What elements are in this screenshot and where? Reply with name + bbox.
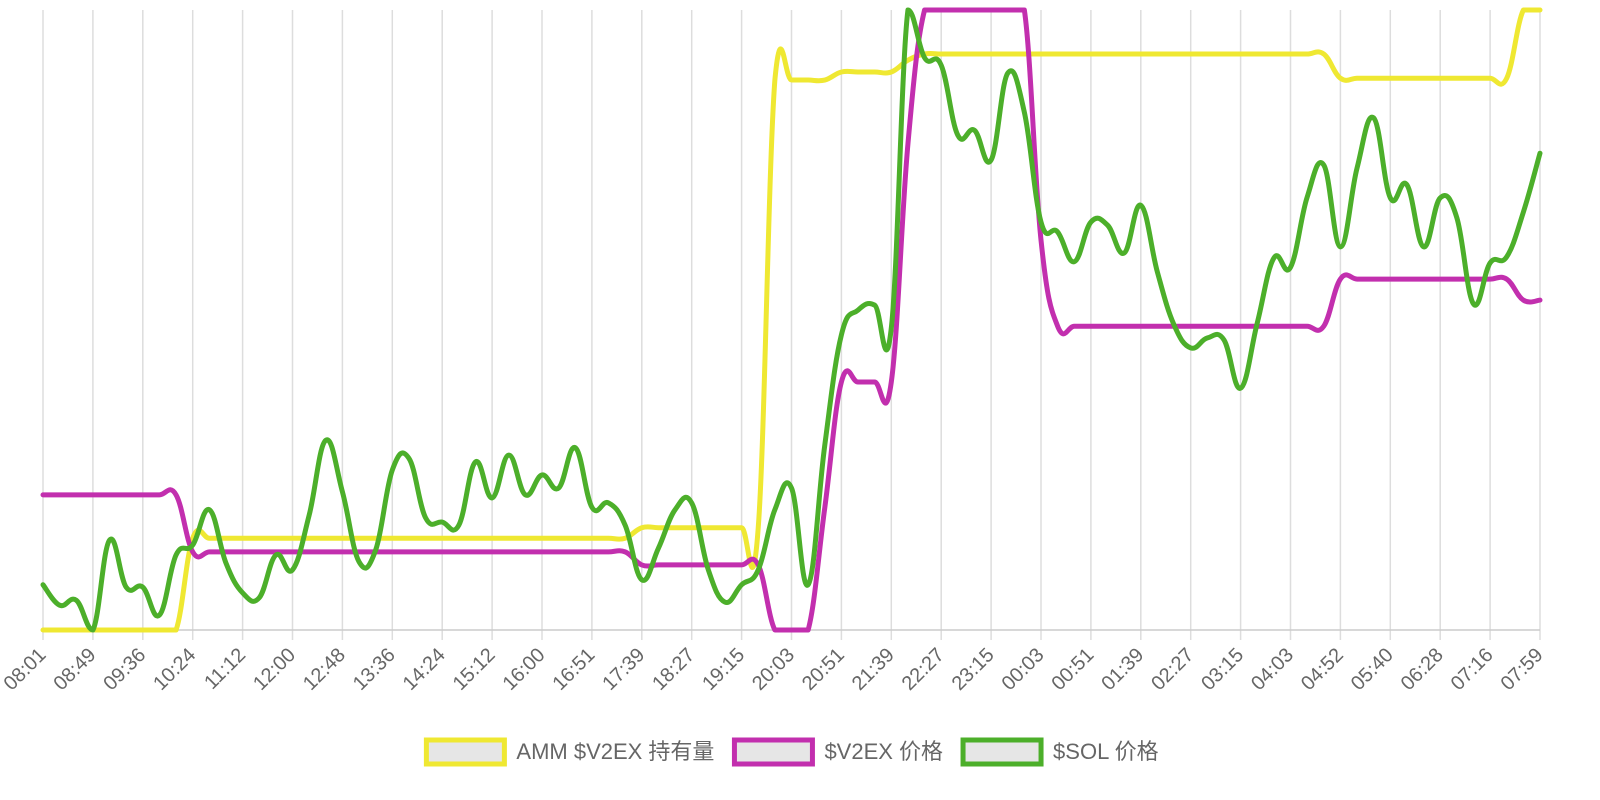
x-tick-label: 12:48 (299, 644, 350, 695)
x-tick-label: 19:15 (698, 644, 749, 695)
x-tick-label: 07:59 (1497, 644, 1548, 695)
x-tick-label: 13:36 (349, 644, 400, 695)
x-tick-label: 01:39 (1097, 644, 1148, 695)
legend: AMM $V2EX 持有量 $V2EX 价格 $SOL 价格 (423, 737, 1159, 767)
x-tick-label: 04:03 (1247, 644, 1298, 695)
legend-label: AMM $V2EX 持有量 (516, 739, 714, 764)
series-line (40, 7, 1543, 633)
x-tick-label: 03:15 (1197, 644, 1248, 695)
x-tick-label: 16:51 (548, 644, 599, 695)
x-tick-label: 02:27 (1147, 644, 1198, 695)
x-tick-label: 21:39 (848, 644, 899, 695)
legend-swatch (731, 737, 815, 767)
x-tick-label: 00:03 (998, 644, 1049, 695)
x-tick-label: 17:39 (598, 644, 649, 695)
legend-swatch (960, 737, 1044, 767)
legend-swatch (423, 737, 507, 767)
x-tick-label: 12:00 (249, 644, 300, 695)
x-tick-label: 14:24 (399, 644, 450, 695)
legend-label: $SOL 价格 (1053, 739, 1159, 764)
x-tick-label: 20:03 (748, 644, 799, 695)
x-tick-label: 04:52 (1297, 644, 1348, 695)
x-tick-label: 15:12 (449, 644, 500, 695)
x-tick-label: 10:24 (149, 644, 200, 695)
x-tick-label: 22:27 (898, 644, 949, 695)
x-tick-label: 07:16 (1447, 644, 1498, 695)
series-line (40, 7, 1543, 633)
x-tick-label: 11:12 (200, 644, 250, 694)
x-tick-label: 18:27 (648, 644, 699, 695)
x-tick-label: 05:40 (1347, 644, 1398, 695)
x-tick-label: 00:51 (1047, 644, 1098, 695)
legend-label: $V2EX 价格 (824, 739, 943, 764)
x-tick-label: 09:36 (99, 644, 150, 695)
x-tick-label: 06:28 (1397, 644, 1448, 695)
x-tick-label: 23:15 (948, 644, 999, 695)
x-tick-label: 16:00 (499, 644, 550, 695)
x-tick-label: 08:01 (0, 644, 51, 695)
x-tick-label: 20:51 (798, 644, 849, 695)
x-tick-label: 08:49 (49, 644, 100, 695)
